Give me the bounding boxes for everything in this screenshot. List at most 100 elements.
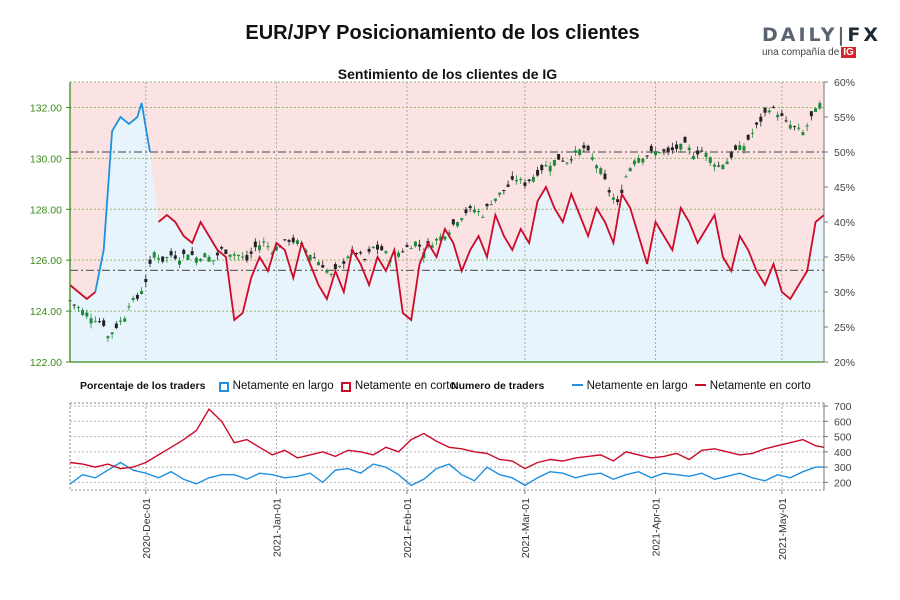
right-tick-label-6: 50%: [834, 147, 855, 159]
traders-series-1: [69, 407, 825, 470]
candle-body: [771, 106, 775, 108]
legend-long-line: [571, 384, 583, 386]
candle-body: [611, 197, 615, 200]
legend-percentage: Porcentaje de los traders Netamente en l…: [80, 380, 456, 392]
candle-body: [456, 222, 460, 227]
sentiment-line-0: [69, 284, 96, 301]
candle-body: [127, 306, 131, 308]
candle-body: [384, 251, 388, 254]
legend-pct-long: Netamente en largo: [218, 380, 334, 392]
candle-body: [287, 240, 291, 242]
candle-body: [641, 158, 645, 163]
candle-body: [106, 336, 110, 339]
candle-body: [283, 239, 287, 241]
candle-body: [725, 161, 729, 165]
candle-body: [211, 260, 215, 262]
traders-tick-label-1: 300: [834, 462, 852, 474]
candle-body: [236, 254, 240, 256]
candle-body: [729, 152, 733, 158]
candle-body: [780, 113, 784, 116]
candle-body: [359, 252, 363, 254]
candle-body: [342, 261, 346, 264]
legend-num-short: Netamente en corto: [694, 380, 811, 392]
logo-tagline: una compañía de IG: [762, 47, 872, 58]
candle-body: [805, 125, 809, 127]
candle-body: [409, 248, 413, 250]
candle-body: [451, 219, 455, 225]
legend-short-line: [694, 384, 706, 386]
candle-body: [439, 236, 443, 241]
candlesticks: [68, 100, 822, 343]
x-tick-label-5: 2021-May-01: [777, 498, 789, 560]
left-tick-label-0: 122.00: [30, 357, 62, 369]
candle-body: [776, 114, 780, 118]
logo-separator: |: [837, 24, 848, 46]
candle-body: [178, 260, 182, 265]
legend-long-swatch: [218, 382, 229, 392]
candle-body: [169, 251, 173, 256]
candle-body: [97, 321, 101, 323]
candle-body: [645, 155, 649, 157]
right-tick-label-2: 30%: [834, 287, 855, 299]
left-tick-label-3: 128.00: [30, 204, 62, 216]
right-tick-label-0: 20%: [834, 357, 855, 369]
candle-body: [742, 146, 746, 151]
candle-body: [93, 321, 97, 323]
candle-body: [708, 157, 712, 163]
candle-body: [788, 124, 792, 129]
legend-num-short-label: Netamente en corto: [709, 380, 811, 392]
candle-body: [734, 145, 738, 150]
candle-body: [477, 211, 481, 213]
candle-body: [536, 170, 540, 176]
right-tick-label-8: 60%: [834, 77, 855, 89]
candle-body: [190, 251, 194, 255]
candle-body: [464, 209, 468, 214]
candle-body: [679, 143, 683, 150]
sentiment-line-1: [94, 102, 151, 293]
candle-body: [241, 256, 245, 258]
candle-body: [325, 270, 329, 273]
candle-body: [329, 273, 333, 275]
left-tick-label-1: 124.00: [30, 306, 62, 318]
sentiment-line-2: [157, 184, 825, 322]
candle-body: [552, 159, 556, 166]
legend-short-swatch: [340, 382, 351, 392]
candle-body: [220, 247, 224, 249]
candle-body: [81, 310, 85, 315]
candle-body: [258, 245, 262, 251]
candle-body: [472, 209, 476, 213]
candle-body: [797, 127, 801, 129]
candle-body: [397, 252, 401, 257]
candle-body: [447, 232, 451, 236]
candle-body: [582, 145, 586, 149]
candle-body: [599, 168, 603, 174]
right-tick-label-3: 35%: [834, 252, 855, 264]
candle-body: [755, 122, 759, 125]
candle-body: [670, 147, 674, 151]
candle-body: [295, 240, 299, 244]
candle-body: [793, 126, 797, 128]
candle-body: [784, 120, 788, 122]
candle-body: [687, 147, 691, 151]
candle-body: [173, 255, 177, 259]
candle-body: [199, 259, 203, 261]
candle-body: [291, 237, 295, 243]
candle-body: [228, 254, 232, 257]
candle-body: [561, 160, 565, 162]
candle-body: [603, 173, 607, 180]
candle-body: [131, 298, 135, 301]
candle-body: [338, 265, 342, 267]
candle-body: [814, 108, 818, 112]
candle-body: [207, 256, 211, 262]
candle-body: [321, 265, 325, 268]
candle-body: [632, 160, 636, 165]
chart-subtitle: Sentimiento de los clientes de IG: [337, 66, 558, 82]
candle-body: [89, 318, 93, 324]
candle-body: [148, 259, 152, 264]
traders-tick-label-3: 500: [834, 432, 852, 444]
candle-body: [767, 110, 771, 113]
right-tick-label-7: 55%: [834, 112, 855, 124]
candle-body: [182, 249, 186, 255]
candle-body: [123, 318, 127, 322]
